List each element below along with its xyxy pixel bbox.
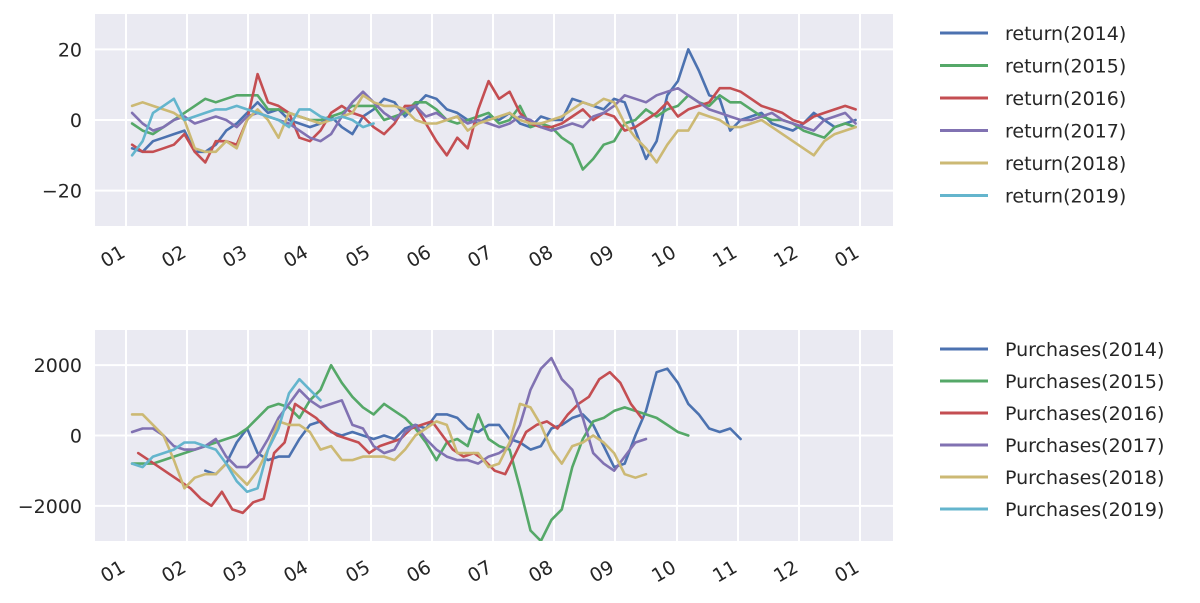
x-tick-label: 07 bbox=[464, 241, 496, 272]
x-tick-label: 12 bbox=[770, 556, 802, 587]
x-tick-label: 05 bbox=[342, 241, 374, 272]
x-tick-label: 04 bbox=[280, 556, 312, 587]
legend-label: return(2015) bbox=[1005, 56, 1126, 78]
x-tick-label: 03 bbox=[219, 241, 251, 272]
legend-label: return(2019) bbox=[1005, 186, 1126, 208]
series-line-purchases-2016 bbox=[136, 370, 643, 515]
x-tick-label: 08 bbox=[525, 556, 557, 587]
series-line-return-2016 bbox=[130, 72, 857, 164]
legend-label: return(2017) bbox=[1005, 121, 1126, 143]
x-tick-label: 10 bbox=[648, 241, 680, 272]
legend-label: Purchases(2019) bbox=[1005, 499, 1164, 521]
x-tick-label: 01 bbox=[97, 556, 129, 587]
x-tick-label: 04 bbox=[280, 241, 312, 272]
x-tick-label: 02 bbox=[158, 556, 190, 587]
y-tick-label: 20 bbox=[58, 39, 82, 61]
x-tick-label: 01 bbox=[97, 241, 129, 272]
x-tick-label: 03 bbox=[219, 556, 251, 587]
x-tick-label: 09 bbox=[586, 556, 618, 587]
series-line-return-2019 bbox=[130, 97, 375, 157]
x-tick-label: 10 bbox=[648, 556, 680, 587]
x-tick-label: 07 bbox=[464, 556, 496, 587]
x-tick-label: 06 bbox=[403, 556, 435, 587]
legend-label: return(2018) bbox=[1005, 153, 1126, 175]
x-tick-label: 12 bbox=[770, 241, 802, 272]
legend: Purchases(2014) Purchases(2015) Purchases(… bbox=[940, 339, 1164, 521]
series-line-purchases-2018 bbox=[130, 402, 648, 490]
purchases-chart: 2000 0 −2000 01 02 03 04 05 06 07 08 09 10 11 12 01 Purc… bbox=[18, 330, 1164, 587]
x-tick-label: 11 bbox=[709, 241, 741, 272]
legend-label: return(2016) bbox=[1005, 88, 1126, 110]
x-tick-label: 01 bbox=[831, 556, 863, 587]
x-tick-label: 09 bbox=[586, 241, 618, 272]
series-line-purchases-2019 bbox=[130, 377, 322, 494]
series-line-return-2018 bbox=[130, 94, 857, 164]
y-tick-label: −2000 bbox=[18, 496, 82, 518]
x-tick-label: 05 bbox=[342, 556, 374, 587]
x-tick-label: 02 bbox=[158, 241, 190, 272]
legend-label: Purchases(2015) bbox=[1005, 371, 1164, 393]
y-tick-label: 0 bbox=[70, 110, 82, 132]
return-chart: 20 0 −20 01 02 03 04 05 06 07 08 09 10 11 12 01 return(2… bbox=[42, 14, 1126, 272]
series-line-purchases-2017 bbox=[130, 356, 648, 473]
legend-label: Purchases(2017) bbox=[1005, 435, 1164, 457]
legend: return(2014) return(2015) return(2016) retu… bbox=[940, 23, 1126, 208]
series-line-purchases-2015 bbox=[130, 363, 690, 541]
legend-label: Purchases(2016) bbox=[1005, 403, 1164, 425]
y-tick-label: 2000 bbox=[34, 355, 82, 377]
x-tick-label: 06 bbox=[403, 241, 435, 272]
x-tick-label: 08 bbox=[525, 241, 557, 272]
x-tick-label: 01 bbox=[831, 241, 863, 272]
y-tick-label: 0 bbox=[70, 426, 82, 448]
legend-label: Purchases(2018) bbox=[1005, 467, 1164, 489]
series-group bbox=[130, 47, 857, 171]
series-group bbox=[130, 356, 742, 541]
x-tick-label: 11 bbox=[709, 556, 741, 587]
y-tick-label: −20 bbox=[42, 181, 82, 203]
legend-label: return(2014) bbox=[1005, 23, 1126, 45]
legend-label: Purchases(2014) bbox=[1005, 339, 1164, 361]
